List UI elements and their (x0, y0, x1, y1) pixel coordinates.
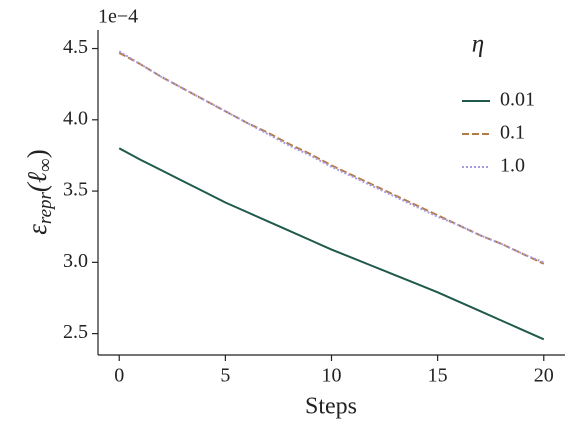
legend-label: 1.0 (500, 155, 525, 177)
series-line (118, 51, 545, 265)
x-tick-label: 20 (534, 365, 554, 387)
x-tick-label: 15 (428, 365, 448, 387)
series-line (118, 50, 545, 264)
y-tick-label: 4.0 (63, 107, 88, 129)
y-label-part: repr (35, 191, 56, 224)
series-line (118, 147, 545, 341)
x-axis-label: Steps (305, 394, 357, 420)
offset-label: 1e−4 (98, 6, 138, 28)
y-tick-label: 4.5 (63, 36, 88, 58)
y-tick-label: 2.5 (63, 321, 88, 343)
x-tick-label: 0 (114, 365, 124, 387)
legend-label: 0.1 (500, 122, 525, 144)
x-tick-label: 10 (322, 365, 342, 387)
y-label-part: ε (22, 224, 52, 235)
x-tick-label: 5 (220, 365, 230, 387)
y-label-part: (ℓ (22, 171, 52, 192)
y-tick-label: 3.0 (63, 250, 88, 272)
y-label-part: ) (22, 149, 52, 158)
y-tick-label: 3.5 (63, 179, 88, 201)
y-axis-label: εrepr(ℓ∞) (22, 149, 56, 234)
legend-label: 0.01 (500, 89, 535, 111)
legend-title: η (472, 31, 484, 58)
y-label-part: ∞ (35, 158, 56, 172)
